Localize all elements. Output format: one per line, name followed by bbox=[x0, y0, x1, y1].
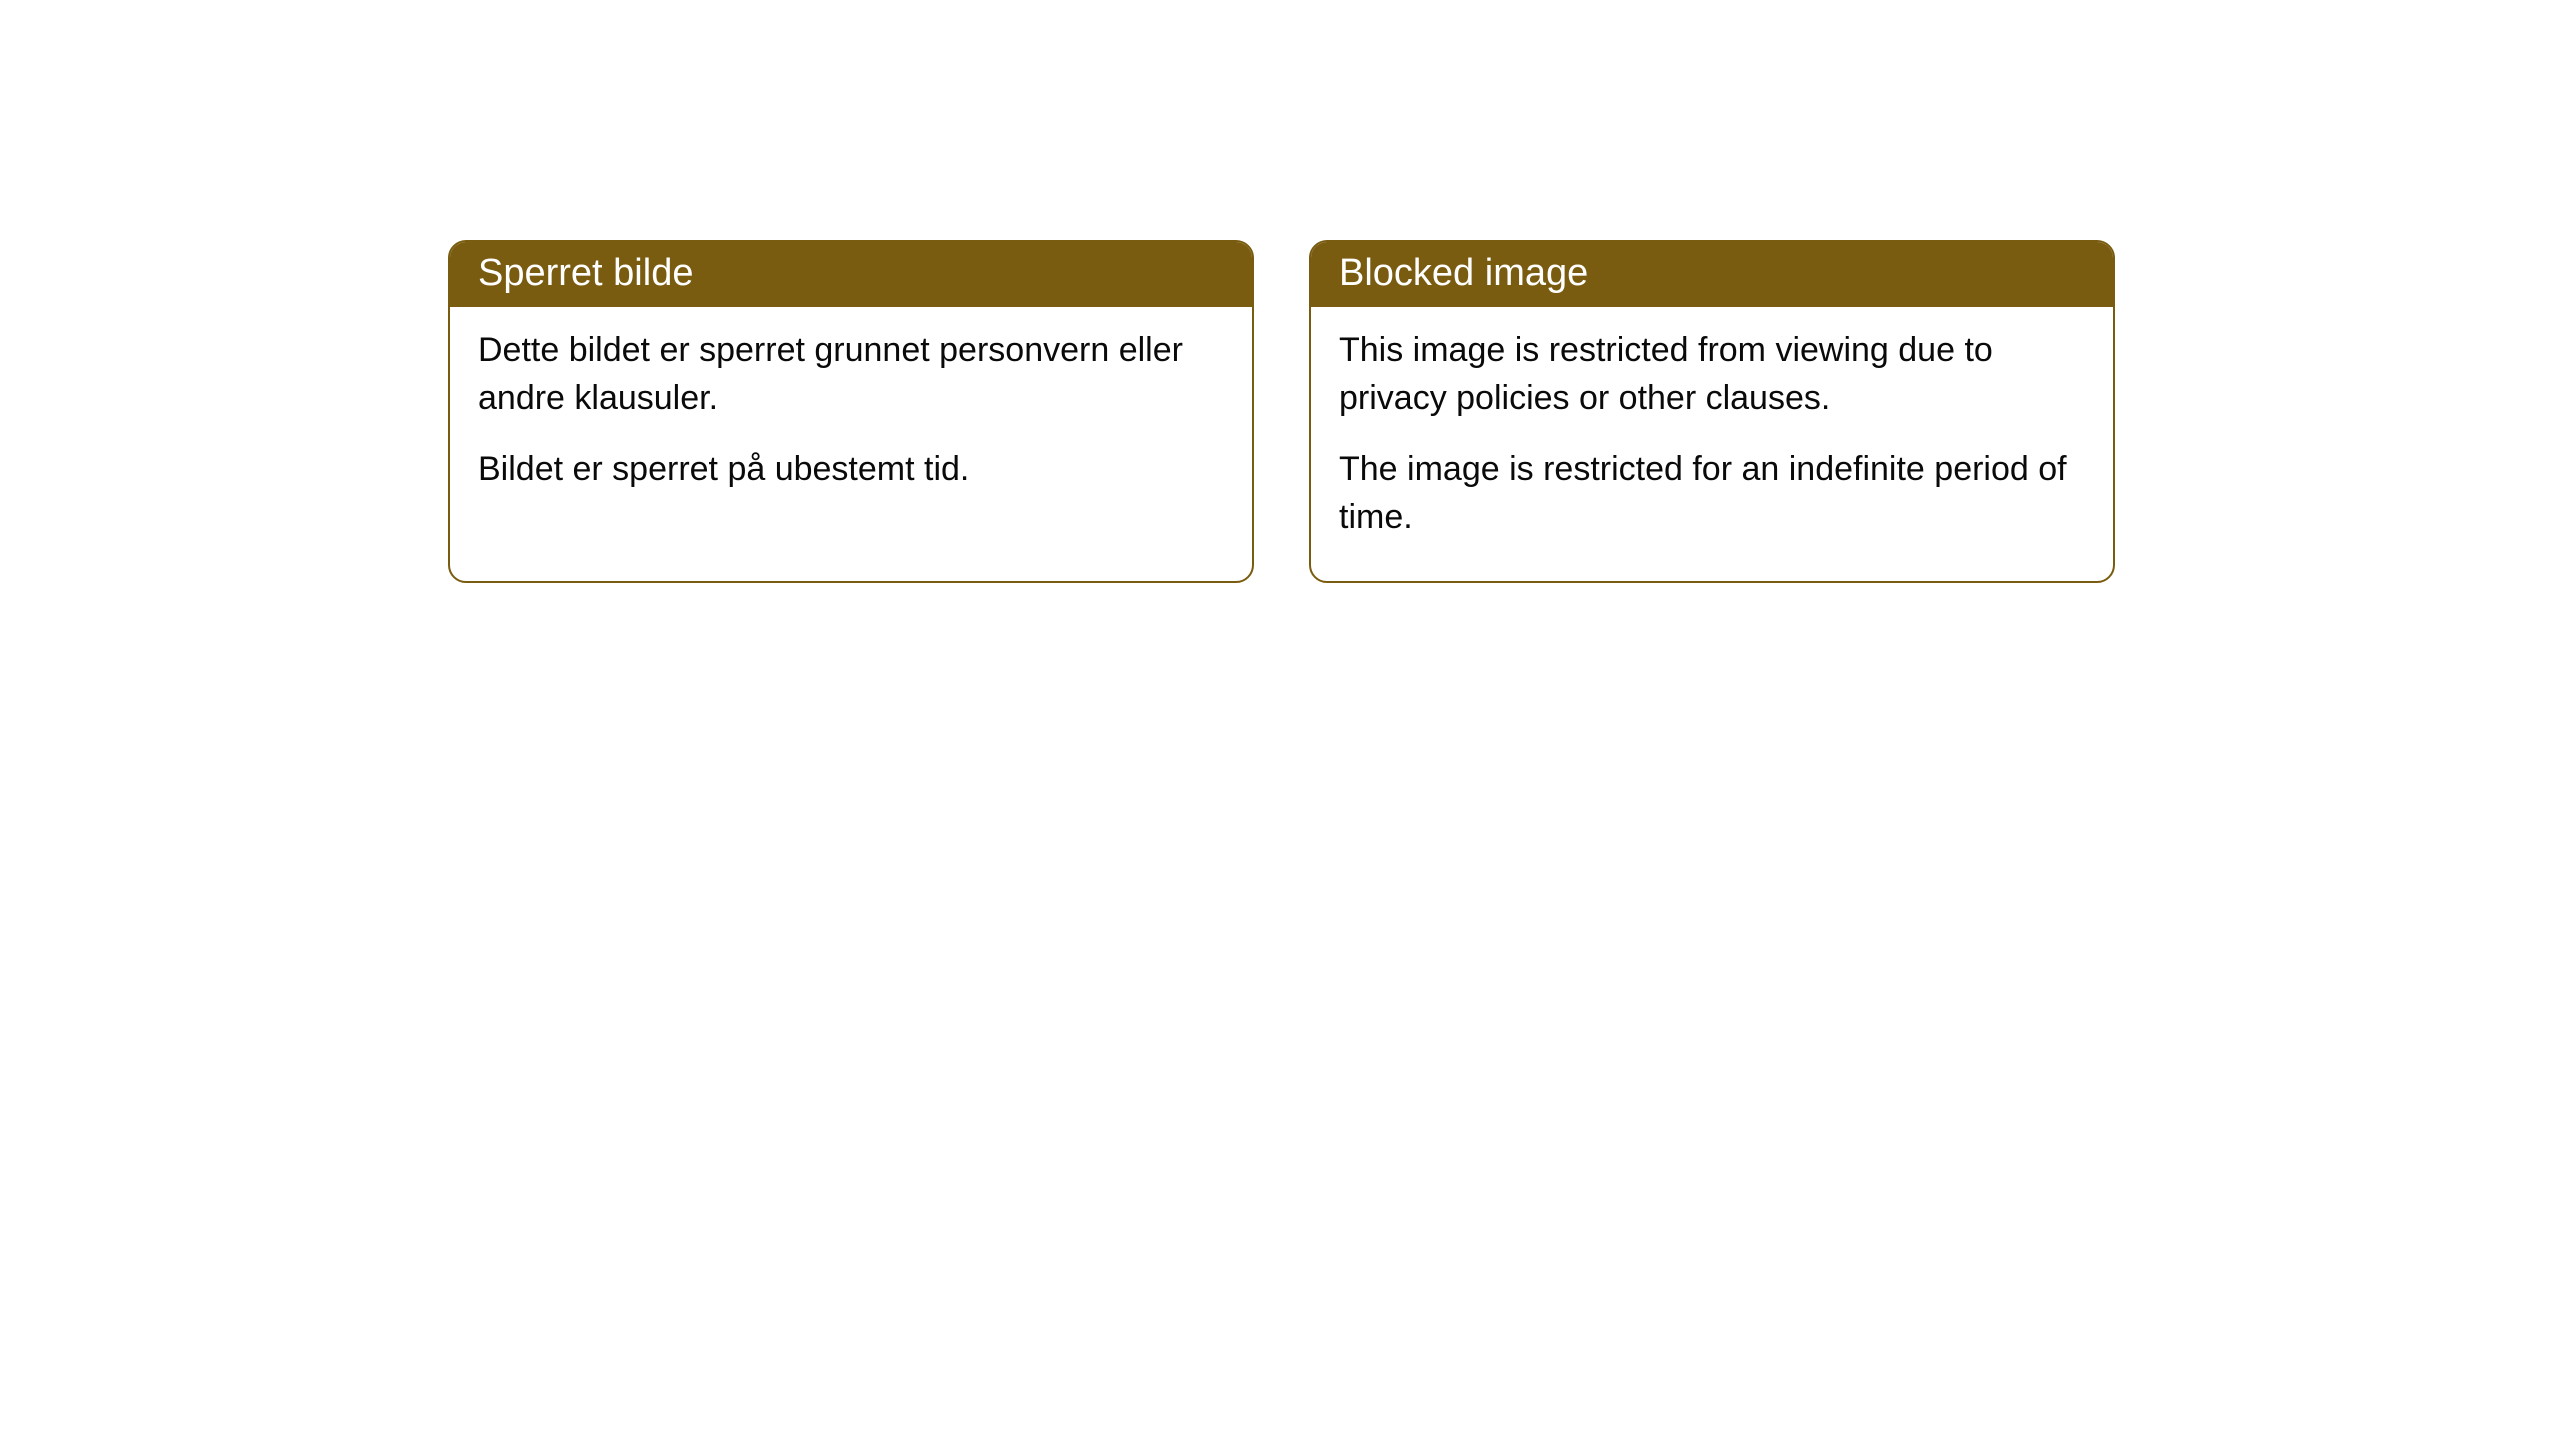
card-paragraph: Dette bildet er sperret grunnet personve… bbox=[478, 327, 1224, 422]
notice-card-english: Blocked image This image is restricted f… bbox=[1309, 240, 2115, 583]
card-title: Blocked image bbox=[1339, 252, 1588, 294]
card-paragraph: This image is restricted from viewing du… bbox=[1339, 327, 2085, 422]
card-header: Sperret bilde bbox=[450, 242, 1252, 307]
card-body: This image is restricted from viewing du… bbox=[1311, 307, 2113, 581]
card-header: Blocked image bbox=[1311, 242, 2113, 307]
card-body: Dette bildet er sperret grunnet personve… bbox=[450, 307, 1252, 534]
notice-card-norwegian: Sperret bilde Dette bildet er sperret gr… bbox=[448, 240, 1254, 583]
card-paragraph: Bildet er sperret på ubestemt tid. bbox=[478, 446, 1224, 494]
card-paragraph: The image is restricted for an indefinit… bbox=[1339, 446, 2085, 541]
card-title: Sperret bilde bbox=[478, 252, 693, 294]
notice-container: Sperret bilde Dette bildet er sperret gr… bbox=[448, 240, 2115, 583]
